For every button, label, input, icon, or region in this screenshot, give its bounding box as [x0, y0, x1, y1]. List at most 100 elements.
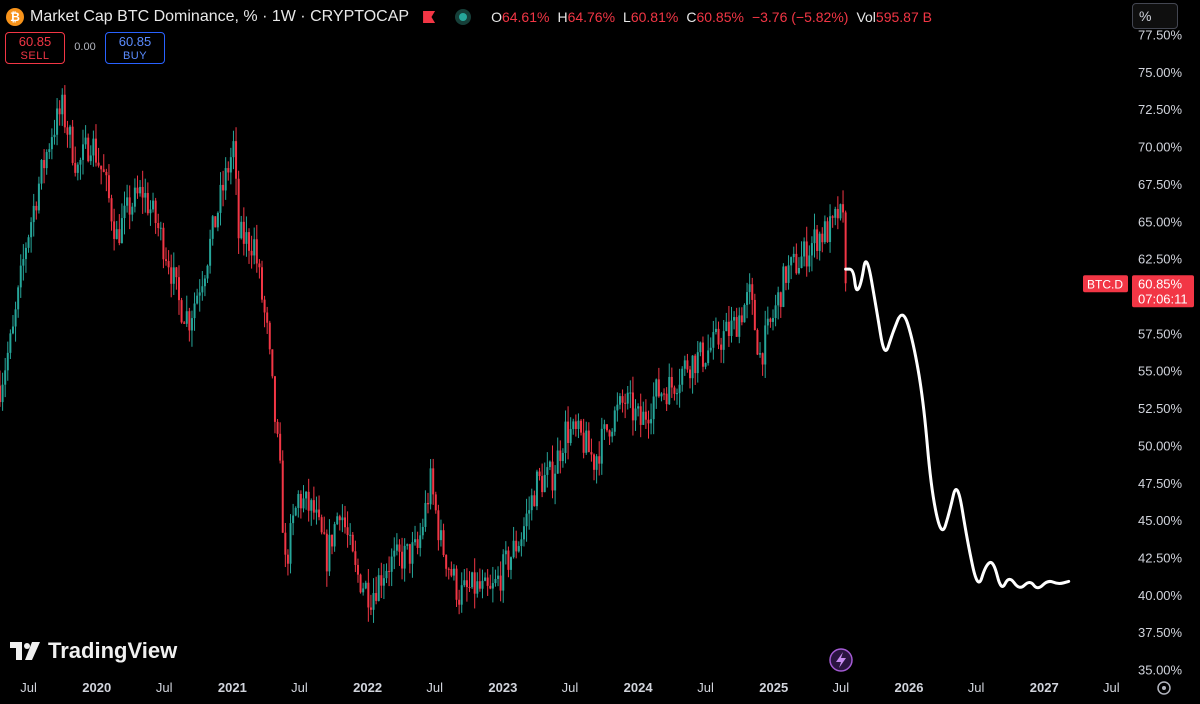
buy-price: 60.85 [118, 34, 152, 49]
candle [331, 534, 334, 555]
candle [229, 147, 232, 185]
y-tick-label: 70.00% [1138, 140, 1183, 155]
price-axis[interactable]: 77.50% 75.00% 72.50% 70.00% 67.50% 65.00% 62.5… [1138, 27, 1183, 677]
market-status-icon[interactable] [455, 9, 472, 25]
candle [624, 393, 627, 419]
sell-button[interactable]: 60.85 SELL [5, 32, 65, 64]
candle [564, 410, 567, 464]
candle [276, 419, 279, 438]
time-axis[interactable]: Jul 2020 Jul 2021 Jul 2022 Jul 2023 Jul 2024 Jul 20… [20, 680, 1120, 695]
candle [842, 190, 845, 223]
candle [56, 98, 59, 146]
sell-label: SELL [20, 50, 50, 62]
projection-drawing[interactable] [844, 260, 1071, 590]
candle [424, 490, 427, 532]
candle [650, 403, 653, 435]
high-value: 64.76% [567, 9, 616, 25]
candle [712, 320, 715, 360]
candle [460, 572, 463, 613]
candle [831, 215, 834, 228]
candle [766, 306, 769, 335]
candle [797, 257, 800, 275]
candle [727, 305, 730, 347]
flag-icon[interactable] [423, 11, 436, 23]
bitcoin-icon: ₿ [6, 8, 24, 26]
candle [87, 133, 90, 163]
candle [40, 159, 43, 190]
scale-mode-button[interactable]: % [1132, 3, 1178, 29]
candle [48, 143, 51, 160]
candle [642, 401, 645, 425]
candle [4, 357, 7, 398]
candle [240, 215, 243, 240]
candle [515, 530, 518, 559]
bar-countdown: 07:06:11 [1138, 291, 1188, 306]
candle [206, 264, 209, 283]
volume-value: 595.87 B [875, 9, 932, 25]
x-tick-label: Jul [291, 680, 308, 695]
candle [37, 176, 40, 214]
candle [559, 440, 562, 474]
candle [442, 523, 445, 558]
candle [401, 537, 404, 580]
candle [141, 170, 144, 214]
candle [281, 450, 284, 533]
buy-label: BUY [122, 50, 148, 62]
tradingview-logo[interactable]: TradingView [10, 638, 177, 664]
candle [533, 490, 536, 507]
candle [279, 422, 282, 464]
candle [19, 254, 22, 298]
projection-line[interactable] [844, 260, 1071, 590]
candle [512, 526, 515, 559]
candle [219, 172, 222, 226]
candle [790, 256, 793, 280]
buy-button[interactable]: 60.85 BUY [105, 32, 165, 64]
candle [385, 563, 388, 584]
x-tick-label: Jul [562, 680, 579, 695]
candle [299, 490, 302, 519]
symbol-title[interactable]: Market Cap BTC Dominance, % · 1W · CRYPT… [30, 8, 410, 25]
candle [159, 221, 162, 241]
candle [782, 263, 785, 308]
candle [76, 162, 79, 181]
candle [608, 429, 611, 445]
candle [149, 200, 152, 226]
candle [328, 519, 331, 576]
settings-gear-icon[interactable] [1157, 681, 1171, 695]
candle [157, 213, 160, 237]
candle [336, 512, 339, 526]
candle [0, 370, 1, 407]
candle [769, 317, 772, 328]
replay-icon[interactable] [829, 648, 853, 672]
candle [333, 521, 336, 552]
candle [554, 465, 557, 505]
x-tick-label: 2023 [488, 680, 517, 695]
candle [494, 569, 497, 587]
candle [390, 548, 393, 587]
candle [359, 573, 362, 594]
candle [84, 125, 87, 149]
chart-legend: ₿ Market Cap BTC Dominance, % · 1W · CRY… [6, 6, 932, 28]
candle [593, 453, 596, 481]
candle [696, 341, 699, 383]
candle [273, 375, 276, 434]
candle [343, 505, 346, 534]
y-tick-label: 45.00% [1138, 513, 1183, 528]
candle [307, 478, 310, 522]
candle [730, 306, 733, 343]
candle [499, 561, 502, 602]
candle [286, 549, 289, 576]
x-tick-label: Jul [426, 680, 443, 695]
candle [395, 533, 398, 556]
candle [520, 532, 523, 557]
x-tick-label: 2020 [82, 680, 111, 695]
candle [445, 554, 448, 577]
candle [660, 392, 663, 402]
candle [271, 349, 274, 379]
candle [629, 380, 632, 409]
candle [201, 271, 204, 301]
candle [349, 523, 352, 545]
candle [196, 288, 199, 305]
